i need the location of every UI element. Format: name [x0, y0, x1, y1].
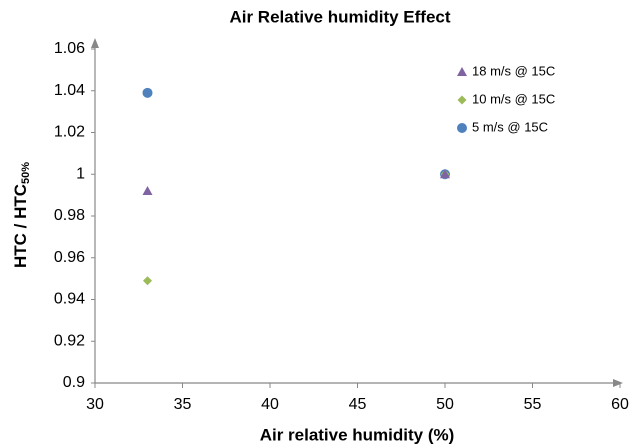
legend-text: 10 m/s @ 15C: [472, 91, 555, 106]
y-tick-label: 1.06: [54, 40, 85, 57]
x-tick-label: 45: [349, 396, 367, 413]
legend-marker: [457, 95, 467, 105]
point: [440, 169, 450, 179]
y-tick-label: 1.04: [54, 82, 85, 99]
x-axis-arrow: [613, 379, 623, 387]
x-tick-label: 40: [261, 396, 279, 413]
x-tick-label: 60: [611, 396, 629, 413]
point: [142, 185, 153, 195]
y-axis-label-sub: 50%: [20, 162, 32, 184]
x-tick-label: 55: [524, 396, 542, 413]
point: [143, 276, 152, 286]
x-tick-label: 50: [436, 396, 454, 413]
y-tick-label: 0.98: [54, 207, 85, 224]
y-tick-label: 0.94: [54, 291, 85, 308]
x-axis-label: Air relative humidity (%): [260, 425, 455, 444]
chart-title: Air Relative humidity Effect: [229, 7, 450, 26]
legend-marker: [457, 67, 467, 76]
y-axis-arrow: [91, 38, 99, 48]
y-axis-label-main: HTC / HTC: [11, 184, 30, 268]
legend-text: 18 m/s @ 15C: [472, 63, 555, 78]
x-tick-label: 30: [86, 396, 104, 413]
y-tick-label: 0.9: [63, 374, 85, 391]
y-tick-label: 0.96: [54, 249, 85, 266]
legend-marker: [457, 123, 467, 133]
y-axis-label: HTC / HTC50%: [11, 162, 31, 268]
legend-text: 5 m/s @ 15C: [472, 119, 548, 134]
y-tick-label: 1.02: [54, 124, 85, 141]
point: [142, 87, 153, 98]
x-tick-label: 35: [174, 396, 192, 413]
y-tick-label: 1: [76, 165, 85, 182]
y-tick-label: 0.92: [54, 332, 85, 349]
